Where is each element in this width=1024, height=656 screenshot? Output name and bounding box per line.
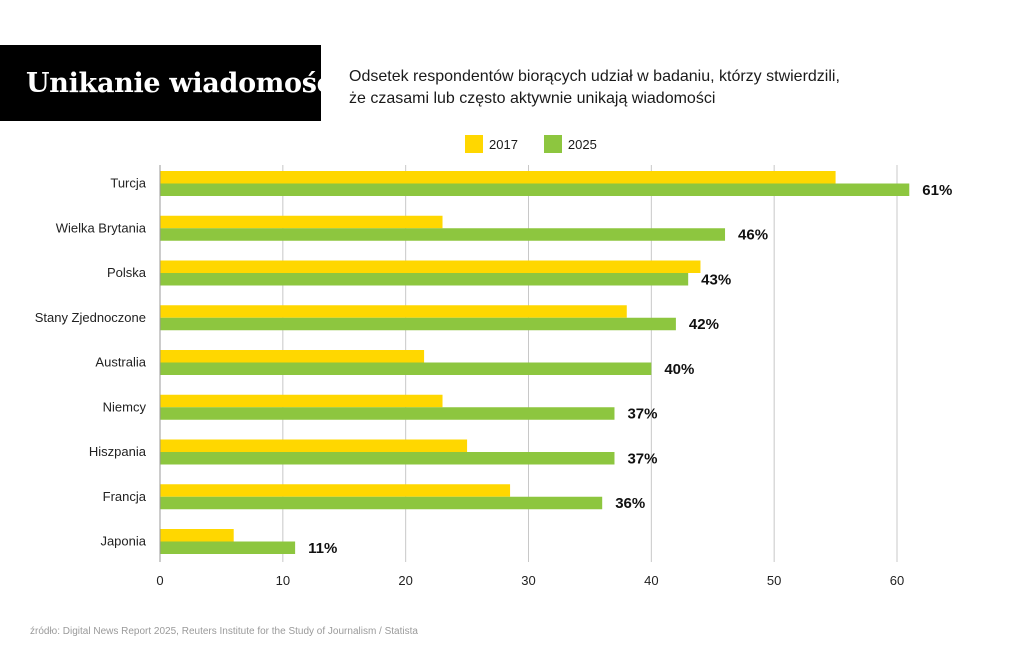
data-label: 61% <box>922 182 952 199</box>
category-label: Polska <box>107 265 147 280</box>
legend-label-2025: 2025 <box>567 136 597 152</box>
data-label: 11% <box>308 540 337 557</box>
category-label: Japonia <box>100 534 146 549</box>
data-label: 46% <box>738 227 768 244</box>
data-label: 40% <box>664 361 694 378</box>
data-label: 43% <box>701 271 731 288</box>
bar-2025 <box>160 541 296 554</box>
x-tick-label: 60 <box>890 573 904 588</box>
x-tick-label: 0 <box>156 573 163 588</box>
bar-2025 <box>160 317 676 331</box>
bar-2025 <box>160 362 652 375</box>
bar-2017 <box>160 484 511 497</box>
legend-item-2017: 2017 <box>465 135 518 153</box>
data-label: 37% <box>627 450 657 467</box>
category-label: Hiszpania <box>89 444 147 459</box>
legend-label-2017: 2017 <box>489 136 518 152</box>
bar-2025 <box>160 407 615 420</box>
x-tick-label: 10 <box>276 573 290 588</box>
bar-2025 <box>160 228 726 241</box>
legend-item-2025: 2025 <box>543 135 597 153</box>
bar-2017 <box>160 394 443 408</box>
legend: 2017 2025 <box>465 135 623 153</box>
bar-2017 <box>160 439 468 452</box>
title-box: Unikanie wiadomości <box>0 45 343 121</box>
bar-2017 <box>160 305 627 318</box>
x-tick-label: 20 <box>398 573 412 588</box>
bar-2025 <box>160 452 615 465</box>
category-label: Australia <box>95 355 146 370</box>
x-tick-label: 50 <box>767 573 781 588</box>
bar-2017 <box>160 529 234 542</box>
category-label: Wielka Brytania <box>56 220 147 235</box>
subtitle-line-2: że czasami lub często aktywnie unikają w… <box>349 90 716 107</box>
x-tick-label: 30 <box>521 573 535 588</box>
x-tick-label: 40 <box>644 573 658 588</box>
category-label: Turcja <box>110 176 146 191</box>
chart-title: Unikanie wiadomości <box>26 67 343 99</box>
bar-2025 <box>160 496 603 510</box>
data-label: 42% <box>689 316 719 333</box>
legend-swatch-2025 <box>543 135 562 153</box>
category-label: Niemcy <box>103 399 147 414</box>
legend-swatch-2017 <box>465 135 483 153</box>
data-label: 36% <box>615 495 645 512</box>
bar-2017 <box>160 260 701 273</box>
category-label: Stany Zjednoczone <box>35 310 146 325</box>
bar-2017 <box>160 350 425 363</box>
bar-2025 <box>160 183 910 196</box>
subtitle-line-1: Odsetek respondentów biorących udział w … <box>349 68 840 85</box>
data-label: 37% <box>627 406 657 423</box>
chart-subtitle: Odsetek respondentów biorących udział w … <box>349 66 909 110</box>
bar-2017 <box>160 215 443 229</box>
bar-2017 <box>160 171 836 184</box>
source-note: źródło: Digital News Report 2025, Reuter… <box>30 626 418 637</box>
category-label: Francja <box>103 489 147 504</box>
bar-2025 <box>160 273 689 286</box>
